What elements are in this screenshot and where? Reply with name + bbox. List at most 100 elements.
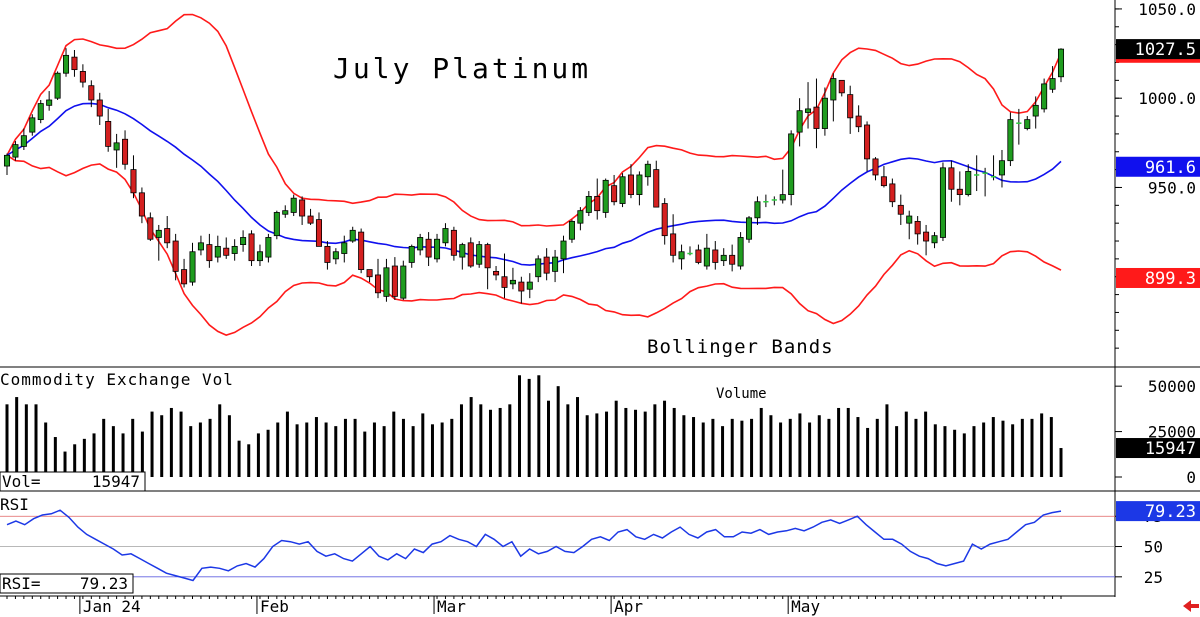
volume-bar xyxy=(498,407,502,477)
frames xyxy=(0,0,1200,597)
candle-body xyxy=(88,85,95,101)
candle-body xyxy=(939,167,946,238)
volume-bar xyxy=(750,418,754,477)
volume-tick-label: 50000 xyxy=(1148,377,1196,396)
candle-body xyxy=(611,185,618,203)
volume-readout-box xyxy=(0,471,146,492)
volume-bar xyxy=(837,407,841,477)
candle xyxy=(678,244,685,270)
candle xyxy=(442,223,449,247)
candle-body xyxy=(855,115,862,128)
candle-body xyxy=(324,245,331,263)
candle xyxy=(155,224,162,261)
candle-body xyxy=(265,237,272,258)
volume-tick-label: 25000 xyxy=(1148,423,1196,442)
volume-bar xyxy=(769,415,773,477)
candle xyxy=(653,160,660,208)
left-arrow-icon[interactable] xyxy=(1183,600,1199,612)
candle-body xyxy=(1049,78,1056,90)
volume-bar xyxy=(933,424,937,477)
volume-bar xyxy=(411,426,415,477)
candle-body xyxy=(602,179,609,213)
candle xyxy=(687,246,693,256)
volume-bar xyxy=(343,418,347,477)
rsi-panel-title: RSI xyxy=(0,495,29,514)
x-tick-label: Mar xyxy=(437,597,466,616)
candle-body xyxy=(374,274,382,294)
rsi-readout-value: 79.23 xyxy=(80,574,128,593)
price-tick-label: 950.0 xyxy=(1148,178,1196,197)
volume-bar xyxy=(150,411,154,477)
last-price-tag-bg xyxy=(1116,39,1200,60)
candle xyxy=(20,128,27,150)
candle-body xyxy=(96,99,103,117)
candle xyxy=(830,73,837,122)
candle xyxy=(197,235,204,256)
volume-bar xyxy=(1059,448,1063,477)
x-tick-label: Feb xyxy=(260,597,289,616)
candle-body xyxy=(923,231,930,242)
candle-body xyxy=(138,192,145,217)
candle-body xyxy=(391,265,398,297)
candle xyxy=(594,178,601,220)
bollinger-middle-band xyxy=(6,102,1062,266)
volume-bar xyxy=(179,411,183,477)
volume-bar xyxy=(585,415,589,477)
candle xyxy=(383,258,390,302)
volume-bar xyxy=(247,444,251,477)
candle-body xyxy=(746,217,753,240)
volume-bar xyxy=(218,404,222,477)
candle-body xyxy=(847,94,854,119)
candle xyxy=(526,273,533,299)
candle-body xyxy=(965,170,972,196)
candle xyxy=(341,235,348,263)
candle xyxy=(450,226,457,261)
volume-bar xyxy=(314,417,318,477)
volume-last-tag: 15947 xyxy=(1116,438,1200,459)
volume-bar xyxy=(730,418,734,477)
volume-tick-label: 0 xyxy=(1186,468,1196,487)
volume-bar xyxy=(237,440,241,477)
candle-body xyxy=(796,110,803,133)
candle xyxy=(1007,112,1014,167)
candle-body xyxy=(1057,48,1065,78)
volume-bar xyxy=(160,415,164,477)
candle-body xyxy=(729,254,736,265)
candle-body xyxy=(290,197,297,213)
volume-bar xyxy=(576,397,580,477)
candle xyxy=(88,80,95,108)
candle xyxy=(408,244,415,268)
volume-bar xyxy=(372,422,376,477)
candle-body xyxy=(223,247,230,256)
candle xyxy=(122,130,129,170)
candle-body xyxy=(20,135,27,147)
candle xyxy=(265,233,272,263)
candle xyxy=(434,233,441,263)
candle xyxy=(670,214,677,263)
candle xyxy=(779,169,786,204)
volume-readout-label: Vol= xyxy=(2,472,41,491)
volume-bar xyxy=(817,415,821,477)
candle xyxy=(821,87,828,136)
x-axis: Jan 24 Feb Mar Apr May xyxy=(6,596,1062,616)
bollinger-label: Bollinger Bands xyxy=(647,336,834,358)
bollinger-lower-band xyxy=(6,154,1062,336)
candle-body xyxy=(509,279,516,285)
volume-bar xyxy=(875,418,879,477)
volume-bar xyxy=(856,417,860,477)
candle-body xyxy=(754,201,761,219)
candle-body xyxy=(661,203,668,237)
candle xyxy=(324,241,331,270)
candle xyxy=(54,71,61,100)
volume-bar xyxy=(430,424,434,477)
volume-readout: Vol= 15947 xyxy=(0,471,146,492)
volume-bar xyxy=(943,426,947,477)
candle xyxy=(552,249,559,283)
candle-body xyxy=(315,219,322,247)
candle-body xyxy=(501,276,508,288)
candle xyxy=(417,233,424,256)
candle xyxy=(855,105,862,133)
volume-bar xyxy=(256,433,260,477)
candle xyxy=(560,235,567,274)
rsi-readout: RSI= 79.23 xyxy=(0,573,134,594)
